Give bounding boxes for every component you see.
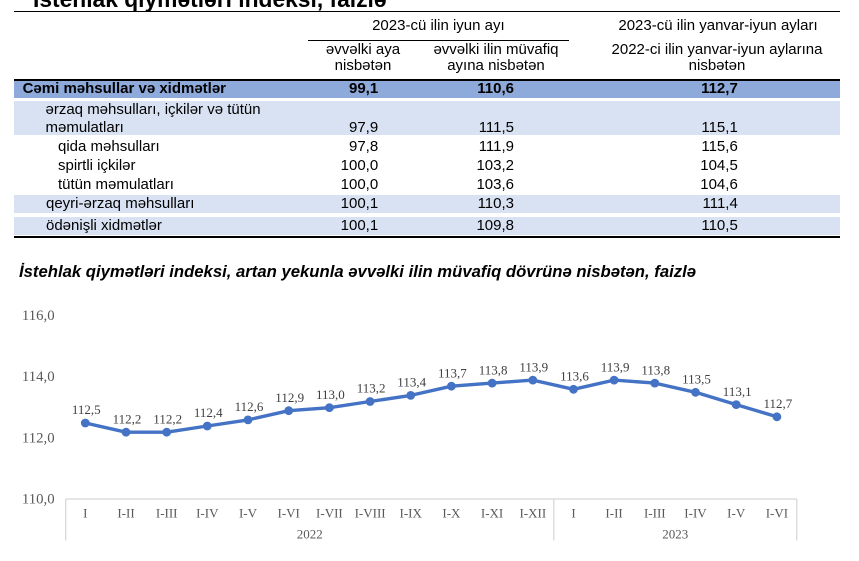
svg-text:I-V: I-V	[727, 505, 746, 520]
svg-text:I-III: I-III	[156, 505, 178, 520]
svg-text:I-IX: I-IX	[400, 505, 423, 520]
svg-text:113,6: 113,6	[560, 369, 589, 384]
svg-text:113,1: 113,1	[723, 384, 752, 399]
svg-text:I-VI: I-VI	[278, 505, 300, 520]
svg-text:I-VII: I-VII	[316, 505, 343, 520]
svg-text:113,9: 113,9	[519, 359, 548, 374]
svg-text:112,7: 112,7	[764, 396, 793, 411]
svg-text:113,9: 113,9	[601, 359, 630, 374]
svg-text:112,9: 112,9	[275, 390, 304, 405]
svg-text:I-VIII: I-VIII	[355, 505, 386, 520]
svg-text:I-X: I-X	[442, 505, 461, 520]
svg-text:113,2: 113,2	[357, 381, 386, 396]
svg-text:I-VI: I-VI	[766, 505, 788, 520]
svg-text:112,6: 112,6	[235, 399, 264, 414]
svg-text:I-IV: I-IV	[196, 505, 219, 520]
svg-text:2022: 2022	[297, 527, 323, 542]
svg-text:112,4: 112,4	[194, 405, 223, 420]
svg-text:112,2: 112,2	[153, 411, 182, 426]
svg-text:112,5: 112,5	[72, 402, 101, 417]
svg-text:2023: 2023	[662, 527, 688, 542]
svg-text:I: I	[83, 505, 87, 520]
svg-text:112,2: 112,2	[113, 411, 142, 426]
svg-text:I-III: I-III	[644, 505, 666, 520]
svg-text:116,0: 116,0	[22, 308, 55, 324]
svg-text:113,5: 113,5	[682, 372, 711, 387]
svg-text:I-II: I-II	[117, 505, 134, 520]
svg-text:113,8: 113,8	[641, 362, 670, 377]
svg-text:113,4: 113,4	[397, 375, 426, 390]
svg-text:I-V: I-V	[239, 505, 258, 520]
svg-text:I: I	[571, 505, 575, 520]
svg-text:113,8: 113,8	[479, 362, 508, 377]
svg-text:I-II: I-II	[605, 505, 622, 520]
svg-text:I-XII: I-XII	[519, 505, 546, 520]
svg-text:113,7: 113,7	[438, 365, 467, 380]
svg-text:110,0: 110,0	[22, 492, 55, 508]
svg-text:I-XI: I-XI	[481, 505, 503, 520]
svg-text:112,0: 112,0	[22, 430, 55, 446]
svg-text:113,0: 113,0	[316, 387, 345, 402]
svg-text:114,0: 114,0	[22, 369, 55, 385]
svg-text:I-IV: I-IV	[684, 505, 707, 520]
